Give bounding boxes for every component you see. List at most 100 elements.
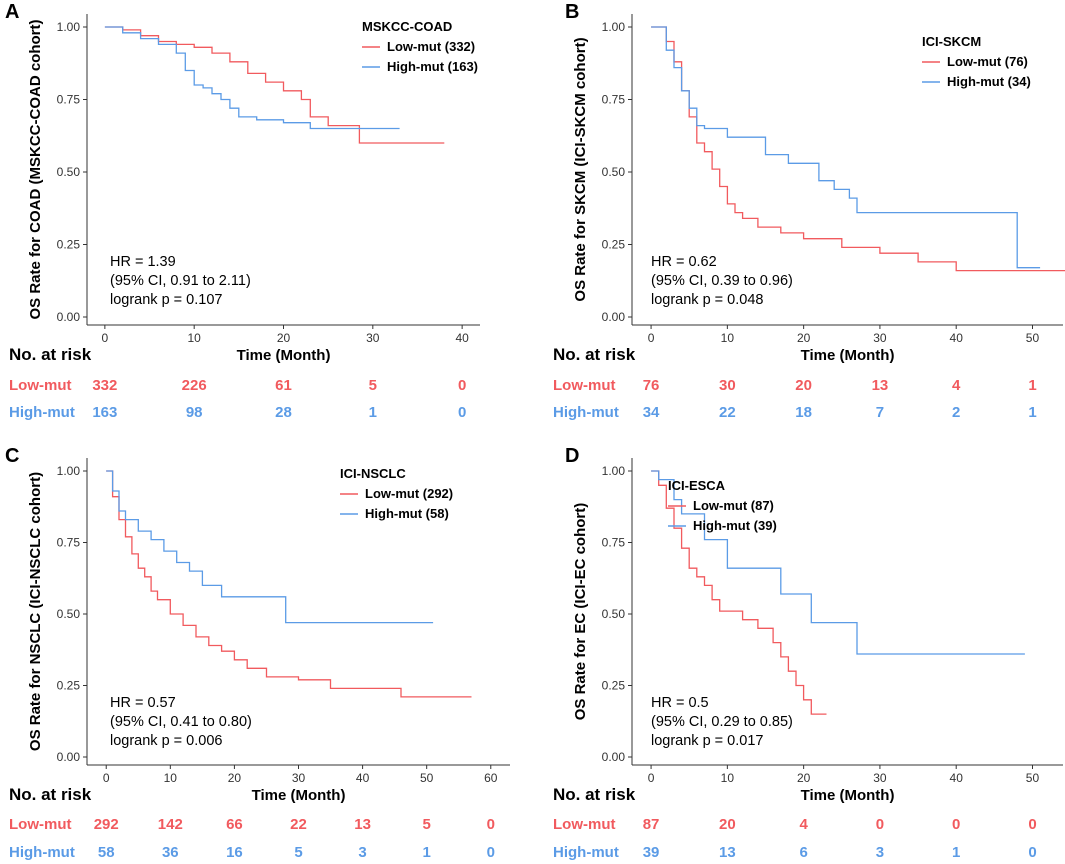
legend-entry: Low-mut (292): [365, 486, 453, 501]
risk-value-high: 1: [1028, 404, 1036, 421]
stat-line: (95% CI, 0.91 to 2.11): [110, 273, 251, 289]
y-tick-label: 0.50: [602, 165, 626, 179]
x-tick-label: 40: [356, 771, 370, 785]
panel-letter: B: [565, 1, 579, 23]
stat-line: logrank p = 0.048: [651, 292, 763, 308]
risk-value-high: 18: [795, 404, 812, 421]
km-curve-low-mut: [104, 26, 445, 144]
stat-line: logrank p = 0.006: [110, 733, 222, 749]
x-tick-label: 10: [721, 771, 735, 785]
y-tick-label: 0.75: [57, 536, 81, 550]
panel-letter: C: [5, 445, 19, 467]
risk-value-low: 5: [369, 377, 377, 394]
y-tick-label: 0.75: [602, 93, 626, 107]
x-tick-label: 20: [228, 771, 242, 785]
x-tick-label: 10: [721, 331, 735, 345]
legend-entry: High-mut (39): [693, 518, 777, 533]
risk-value-high: 3: [876, 844, 884, 861]
x-tick-label: 30: [292, 771, 306, 785]
x-axis-label: Time (Month): [801, 347, 895, 364]
risk-value-low: 4: [952, 377, 961, 394]
legend-title: ICI-NSCLC: [340, 466, 406, 481]
x-tick-label: 0: [103, 771, 110, 785]
y-axis-label: OS Rate for SKCM (ICI-SKCM cohort): [572, 37, 589, 301]
risk-value-high: 6: [799, 844, 807, 861]
risk-row-label-high: High-mut: [553, 844, 619, 861]
y-axis-label: OS Rate for NSCLC (ICI-NSCLC cohort): [27, 472, 44, 751]
risk-value-high: 3: [358, 844, 366, 861]
risk-row-label-low: Low-mut: [9, 816, 71, 833]
x-axis-label: Time (Month): [801, 787, 895, 804]
risk-value-low: 30: [719, 377, 736, 394]
x-axis-label: Time (Month): [237, 347, 331, 364]
risk-value-low: 4: [799, 816, 808, 833]
risk-table-header: No. at risk: [9, 345, 92, 364]
km-curve-high-mut: [104, 26, 400, 130]
risk-value-low: 0: [1028, 816, 1036, 833]
risk-table-header: No. at risk: [553, 345, 636, 364]
risk-value-high: 1: [952, 844, 960, 861]
risk-value-high: 1: [369, 404, 377, 421]
x-tick-label: 10: [188, 331, 202, 345]
risk-row-label-low: Low-mut: [9, 377, 71, 394]
x-tick-label: 0: [648, 331, 655, 345]
y-axis-label: OS Rate for COAD (MSKCC-COAD cohort): [27, 20, 44, 320]
legend-entry: High-mut (163): [387, 59, 478, 74]
km-curve-low-mut: [106, 470, 472, 698]
x-tick-label: 20: [277, 331, 291, 345]
risk-value-high: 1: [423, 844, 431, 861]
km-curve-low-mut: [651, 470, 827, 715]
y-tick-label: 1.00: [602, 20, 626, 34]
risk-value-low: 66: [226, 816, 243, 833]
risk-value-high: 28: [275, 404, 292, 421]
x-tick-label: 30: [366, 331, 380, 345]
risk-row-label-high: High-mut: [553, 404, 619, 421]
stat-line: HR = 0.57: [110, 695, 176, 711]
y-tick-label: 1.00: [57, 20, 81, 34]
km-curve-high-mut: [106, 470, 434, 624]
stat-line: HR = 0.5: [651, 695, 709, 711]
x-tick-label: 40: [455, 331, 469, 345]
risk-value-high: 163: [92, 404, 117, 421]
risk-table-header: No. at risk: [553, 785, 636, 804]
legend-entry: Low-mut (76): [947, 54, 1028, 69]
y-tick-label: 0.75: [602, 536, 626, 550]
legend-title: ICI-ESCA: [668, 478, 726, 493]
risk-value-low: 332: [92, 377, 117, 394]
risk-value-low: 22: [290, 816, 307, 833]
legend-entry: High-mut (58): [365, 506, 449, 521]
stat-line: (95% CI, 0.29 to 0.85): [651, 714, 793, 730]
legend-entry: High-mut (34): [947, 74, 1031, 89]
risk-value-low: 87: [643, 816, 660, 833]
y-tick-label: 0.25: [57, 679, 81, 693]
risk-row-label-high: High-mut: [9, 404, 75, 421]
x-tick-label: 0: [102, 331, 109, 345]
risk-value-low: 61: [275, 377, 292, 394]
y-tick-label: 0.00: [602, 750, 626, 764]
risk-row-label-low: Low-mut: [553, 377, 615, 394]
y-tick-label: 0.50: [57, 165, 81, 179]
x-tick-label: 20: [797, 331, 811, 345]
x-tick-label: 40: [950, 331, 964, 345]
risk-value-low: 0: [952, 816, 960, 833]
risk-value-high: 13: [719, 844, 736, 861]
y-tick-label: 0.25: [602, 679, 626, 693]
y-tick-label: 1.00: [57, 464, 81, 478]
legend-entry: Low-mut (332): [387, 39, 475, 54]
y-tick-label: 0.00: [57, 310, 81, 324]
risk-value-high: 22: [719, 404, 736, 421]
risk-value-high: 58: [98, 844, 115, 861]
x-tick-label: 20: [797, 771, 811, 785]
y-tick-label: 0.00: [602, 310, 626, 324]
risk-value-low: 142: [158, 816, 183, 833]
y-axis-label: OS Rate for EC (ICI-EC cohort): [572, 503, 589, 721]
x-tick-label: 10: [164, 771, 178, 785]
risk-table-header: No. at risk: [9, 785, 92, 804]
panel-letter: D: [565, 445, 579, 467]
y-tick-label: 0.25: [602, 238, 626, 252]
risk-value-high: 0: [487, 844, 495, 861]
risk-value-low: 13: [354, 816, 371, 833]
